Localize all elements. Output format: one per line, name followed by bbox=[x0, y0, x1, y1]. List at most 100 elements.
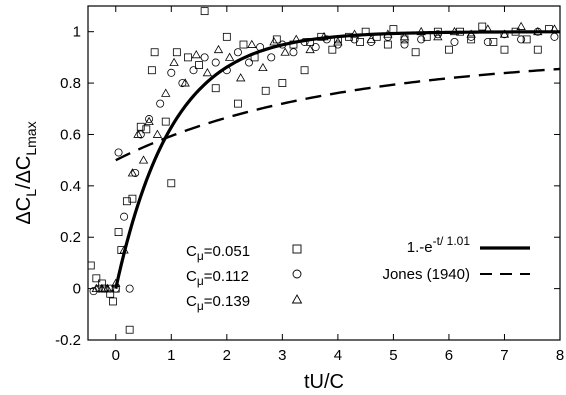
square-point bbox=[422, 32, 431, 41]
exp-fit-curve bbox=[114, 30, 560, 289]
square-point bbox=[272, 35, 281, 44]
x-axis-label: tU/C bbox=[304, 371, 344, 393]
square-point bbox=[261, 86, 270, 95]
circle-point bbox=[156, 99, 165, 108]
jones-curve bbox=[115, 67, 560, 162]
circle-point bbox=[100, 284, 109, 293]
square-point bbox=[328, 45, 337, 54]
square-point bbox=[478, 22, 487, 31]
y-tick-label: 0.6 bbox=[60, 126, 81, 143]
square-point bbox=[383, 40, 392, 49]
circle-point bbox=[111, 284, 120, 293]
triangle-point bbox=[236, 73, 246, 82]
legend-left-label-2-value: =0.112 bbox=[204, 268, 249, 285]
y-label-part-2: L bbox=[23, 189, 39, 197]
triangle-point bbox=[319, 32, 329, 41]
square-point bbox=[125, 325, 134, 334]
triangle-point bbox=[161, 88, 171, 97]
y-tick-label: 0 bbox=[73, 281, 81, 298]
square-point bbox=[467, 35, 476, 44]
triangle-point bbox=[291, 34, 301, 43]
square-point bbox=[317, 32, 326, 41]
y-label-part-3: /ΔC bbox=[13, 156, 35, 189]
legend-left-label-3: Cμ=0.139 bbox=[186, 293, 250, 313]
legend-left-label-3-sub: μ bbox=[197, 299, 204, 313]
circle-point bbox=[106, 284, 115, 293]
square-point bbox=[511, 27, 520, 36]
circle-point bbox=[350, 35, 359, 44]
data-points bbox=[88, 7, 560, 334]
square-point bbox=[142, 125, 151, 134]
legend-left: Cμ=0.051 Cμ=0.112 Cμ=0.139 bbox=[186, 243, 303, 313]
square-point bbox=[250, 53, 259, 62]
legend-left-label-2-sub: μ bbox=[197, 274, 204, 288]
triangle-point bbox=[449, 26, 460, 36]
legend-right-label-1-base: 1.-e bbox=[407, 239, 433, 256]
legend-square-marker bbox=[292, 244, 302, 254]
triangle-point bbox=[213, 44, 224, 54]
triangle-point bbox=[383, 29, 393, 38]
circle-point bbox=[450, 37, 459, 46]
square-point bbox=[147, 66, 156, 75]
square-point bbox=[411, 48, 420, 57]
triangle-point bbox=[280, 47, 290, 56]
circle-point bbox=[131, 168, 140, 177]
legend-triangle-marker bbox=[291, 294, 303, 304]
triangle-point bbox=[549, 24, 560, 33]
legend-left-label-1-value: =0.051 bbox=[204, 243, 250, 260]
square-point bbox=[345, 32, 353, 41]
circle-point bbox=[311, 43, 320, 52]
x-tick-label: 5 bbox=[389, 347, 397, 364]
triangle-point bbox=[366, 34, 376, 43]
x-tick-label: 8 bbox=[556, 347, 564, 364]
circle-point bbox=[125, 284, 134, 293]
triangle-point bbox=[138, 155, 149, 164]
triangle-point bbox=[433, 32, 443, 41]
square-point bbox=[445, 45, 453, 54]
square-point bbox=[92, 274, 101, 283]
square-point bbox=[109, 297, 117, 306]
y-tick-label: 0.2 bbox=[60, 229, 81, 246]
square-point bbox=[161, 117, 170, 126]
triangle-point bbox=[416, 26, 426, 36]
triangle-point bbox=[466, 29, 476, 38]
triangle-point bbox=[102, 283, 113, 293]
y-label-part-4: Lmax bbox=[23, 121, 39, 155]
legend-right-label-1: 1.-e-t/ 1.01 bbox=[407, 234, 471, 256]
triangle-point bbox=[133, 129, 143, 138]
plot-frame bbox=[87, 5, 561, 341]
triangle-point bbox=[119, 245, 129, 254]
square-point bbox=[167, 179, 176, 188]
triangle-point bbox=[305, 44, 315, 54]
x-tick-label: 6 bbox=[445, 347, 453, 364]
circle-point bbox=[211, 58, 220, 67]
x-tick-label: 4 bbox=[334, 347, 342, 364]
square-point bbox=[114, 228, 123, 236]
circle-point bbox=[189, 66, 198, 75]
square-point bbox=[356, 38, 364, 46]
square-point bbox=[333, 35, 342, 44]
circle-point bbox=[267, 53, 276, 62]
square-point bbox=[150, 48, 159, 57]
circle-point bbox=[256, 43, 265, 52]
y-tick-label: 1 bbox=[73, 24, 81, 41]
legend-left-label-3-base: C bbox=[186, 293, 197, 310]
y-axis-label: ΔCL/ΔCLmax bbox=[13, 121, 39, 224]
triangle-point bbox=[111, 278, 121, 287]
circle-point bbox=[95, 284, 104, 293]
axis-ticks: 0 1 2 3 4 5 6 7 8 -0.2 0 0.2 0.4 0.6 0.8 1 bbox=[55, 6, 564, 364]
circle-point bbox=[417, 35, 426, 44]
circle-point bbox=[433, 30, 442, 39]
circle-point bbox=[136, 130, 145, 139]
circle-point bbox=[200, 53, 209, 62]
legend-left-label-2: Cμ=0.112 bbox=[186, 268, 249, 288]
square-point bbox=[500, 45, 509, 54]
triangle-point bbox=[91, 283, 102, 293]
square-point bbox=[122, 197, 131, 206]
circle-point bbox=[89, 287, 98, 296]
triangle-point bbox=[191, 50, 201, 59]
triangle-point bbox=[333, 37, 343, 46]
square-point bbox=[97, 279, 106, 288]
circle-point bbox=[222, 66, 231, 75]
